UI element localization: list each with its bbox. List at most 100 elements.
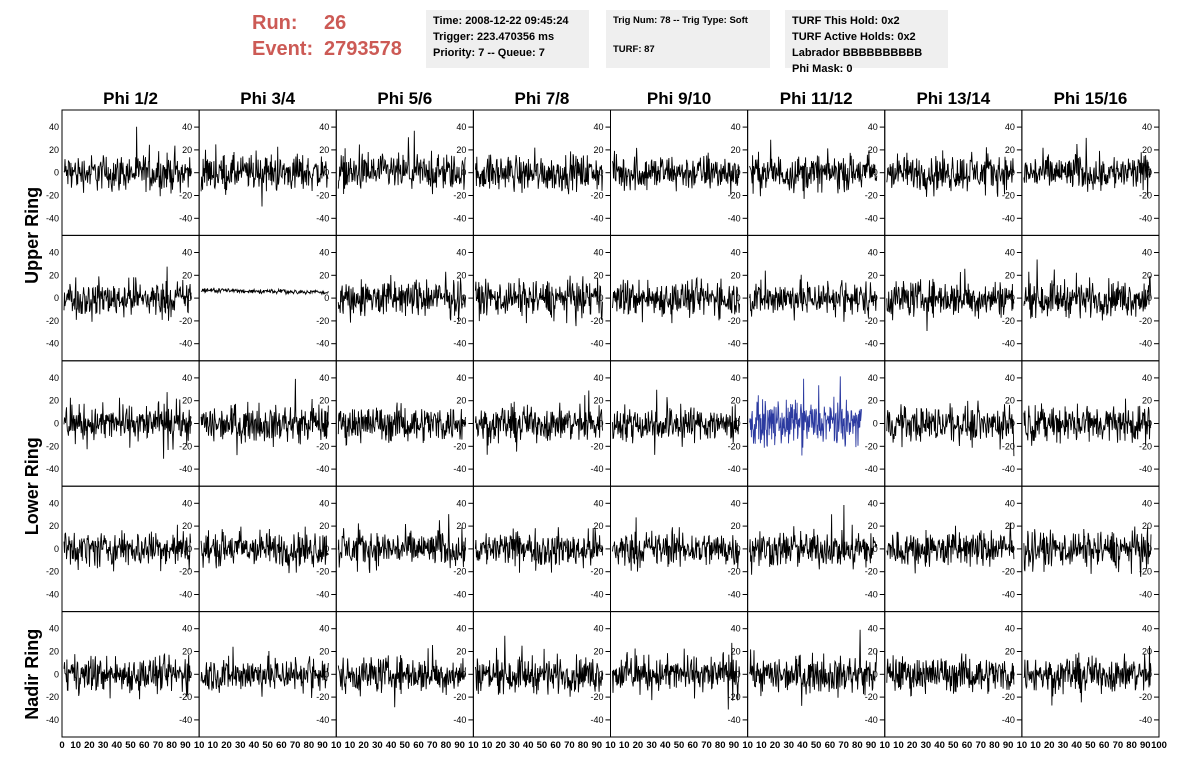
y-tick-label: -40 [728,590,741,600]
waveform-trace [200,646,329,699]
y-tick-label: -20 [316,441,329,451]
waveform-trace [63,652,192,700]
y-tick-label: -20 [865,567,878,577]
y-tick-label: 40 [456,122,466,132]
waveform-trace [1023,645,1152,706]
x-tick-label: 50 [948,740,959,751]
waveform-trace [612,147,740,195]
y-tick-label: 20 [456,270,466,280]
y-tick-label: 40 [456,498,466,508]
x-tick-label: 80 [852,740,863,751]
y-tick-label: -40 [316,213,329,223]
y-tick-label: -20 [453,441,466,451]
x-tick-label: 20 [221,740,232,751]
waveform-trace [63,392,192,459]
y-tick-label: 20 [319,521,329,531]
y-tick-label: 20 [319,396,329,406]
x-tick-label: 30 [783,740,794,751]
column-header-5: Phi 9/10 [647,89,711,108]
waveform-trace [1023,137,1152,197]
y-tick-label: -40 [1002,339,1015,349]
y-tick-label: -40 [179,339,192,349]
y-tick-label: -20 [179,441,192,451]
x-tick-label: 80 [578,740,589,751]
column-header-4: Phi 7/8 [515,89,570,108]
y-tick-label: -20 [728,567,741,577]
y-tick-label: 20 [456,145,466,155]
y-tick-label: 40 [319,624,329,634]
x-tick-label: 20 [1044,740,1055,751]
waveform-trace [337,644,466,708]
y-tick-label: 20 [182,647,192,657]
x-tick-label: 10 [619,740,630,751]
waveform-trace [337,402,466,446]
y-tick-label: 40 [319,373,329,383]
y-tick-label-left: 0 [54,168,59,178]
trigger-line: Trigger: 223.470356 ms [433,31,555,43]
y-tick-label-left: 40 [49,122,59,132]
y-tick-label: 40 [868,498,878,508]
x-tick-label: 10 [893,740,904,751]
y-tick-label: -40 [1139,464,1152,474]
y-tick-label: -20 [865,191,878,201]
waveform-trace [612,276,741,324]
y-tick-label: 20 [319,145,329,155]
y-tick-label: 0 [1147,544,1152,554]
y-tick-label: 40 [182,248,192,258]
y-tick-label: 20 [319,647,329,657]
y-tick-label: -40 [316,339,329,349]
y-tick-label: 20 [868,145,878,155]
y-tick-label-left: -20 [46,316,59,326]
y-tick-label: 40 [1005,624,1015,634]
time-info-box: Time: 2008-12-22 09:45:24 Trigger: 223.4… [426,10,589,68]
y-tick-label: -20 [453,692,466,702]
x-tick-label: 40 [386,740,397,751]
x-tick-label: 50 [400,740,411,751]
y-tick-label: -20 [590,191,603,201]
y-tick-label: -20 [1139,316,1152,326]
y-tick-label: 20 [1005,647,1015,657]
waveform-trace [886,653,1015,697]
y-tick-label: 0 [598,419,603,429]
x-tick-label: 50 [674,740,685,751]
y-tick-label: 40 [1005,248,1015,258]
y-tick-label-left: 0 [54,669,59,679]
y-tick-label: 0 [598,168,603,178]
waveform-trace [1023,526,1152,577]
y-tick-label-left: -20 [46,567,59,577]
active-holds-line: TURF Active Holds: 0x2 [792,31,916,43]
waveform-trace [200,144,329,207]
x-tick-label: 90 [1140,740,1151,751]
y-tick-label: -20 [1002,191,1015,201]
y-tick-label-left: -40 [46,715,59,725]
x-tick-label: 90 [317,740,328,751]
x-tick-label: 30 [235,740,246,751]
waveform-trace [1023,259,1152,321]
y-tick-label: -40 [590,464,603,474]
y-tick-label: -40 [728,715,741,725]
x-tick-label: 50 [1085,740,1096,751]
waveform-trace [474,147,603,195]
y-tick-label: 40 [868,122,878,132]
x-tick-label: 10 [1017,740,1028,751]
waveform-trace [474,390,603,455]
y-tick-label-left: 20 [49,270,59,280]
y-tick-label: -20 [728,191,741,201]
waveform-trace [886,400,1015,457]
waveform-trace [200,378,329,456]
y-tick-label: -20 [865,692,878,702]
y-tick-label: 20 [731,647,741,657]
y-tick-label: 20 [1142,145,1152,155]
